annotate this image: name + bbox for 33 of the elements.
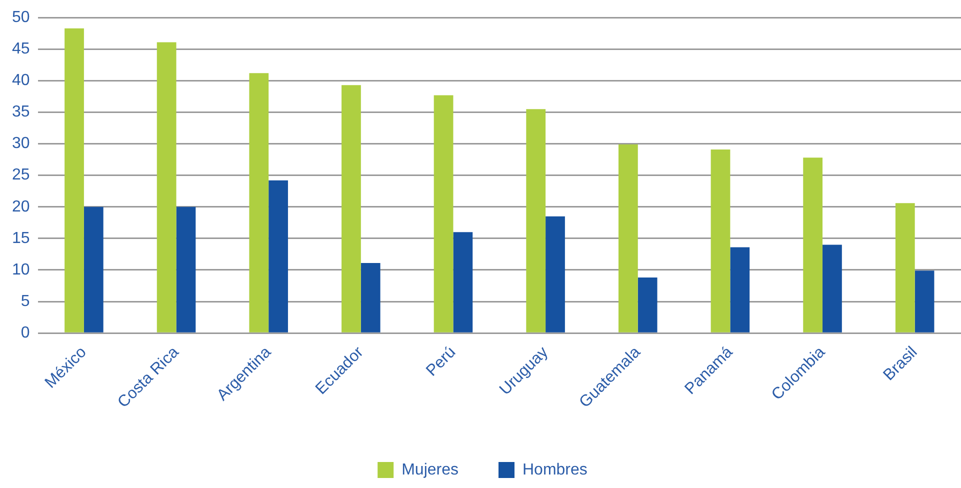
bar	[176, 206, 196, 332]
y-tick-label: 25	[12, 166, 30, 184]
legend-label: Hombres	[522, 461, 588, 478]
bar	[914, 270, 934, 332]
y-tick-label: 30	[12, 135, 30, 152]
y-tick-label: 20	[12, 198, 30, 216]
bar	[618, 144, 638, 332]
bar	[730, 247, 750, 332]
bar	[895, 203, 915, 332]
bar	[342, 85, 361, 332]
bar	[84, 206, 104, 332]
bar	[453, 232, 473, 332]
bar	[434, 95, 454, 332]
bar	[64, 28, 84, 332]
y-tick-label: 5	[20, 292, 30, 310]
bar	[710, 149, 730, 332]
bar	[156, 42, 176, 332]
bar	[546, 216, 565, 332]
bar	[526, 109, 546, 332]
bar	[268, 180, 288, 332]
bar	[249, 73, 269, 332]
bar	[360, 263, 380, 332]
y-tick-label: 15	[12, 230, 30, 247]
y-tick-label: 10	[12, 261, 30, 278]
bar	[803, 158, 823, 332]
y-tick-label: 50	[12, 9, 30, 26]
legend-label: Mujeres	[402, 461, 458, 478]
y-tick-label: 40	[12, 72, 30, 90]
y-tick-label: 45	[12, 40, 30, 58]
y-tick-label: 0	[20, 324, 30, 342]
bar	[822, 244, 842, 332]
bar	[638, 278, 658, 332]
y-tick-label: 35	[12, 104, 30, 121]
